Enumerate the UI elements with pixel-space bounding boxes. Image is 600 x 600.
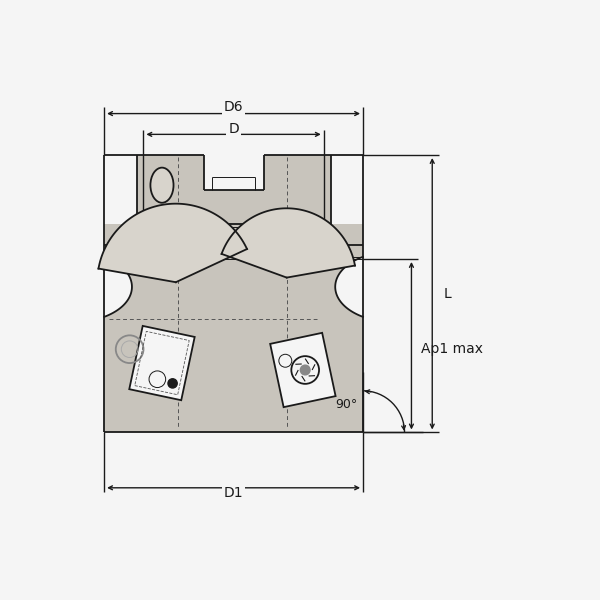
Text: D: D <box>228 122 239 136</box>
Polygon shape <box>104 155 137 224</box>
Polygon shape <box>203 155 263 190</box>
Polygon shape <box>331 155 363 224</box>
Polygon shape <box>221 208 355 278</box>
Bar <box>137 155 331 224</box>
Text: D6: D6 <box>224 100 244 113</box>
Circle shape <box>301 365 310 375</box>
Polygon shape <box>270 333 335 407</box>
Polygon shape <box>335 257 363 317</box>
Polygon shape <box>98 203 247 282</box>
Text: L: L <box>444 287 452 301</box>
Text: 90°: 90° <box>335 398 358 411</box>
Text: Ap1 max: Ap1 max <box>421 342 482 356</box>
Bar <box>104 155 363 433</box>
Polygon shape <box>104 257 132 317</box>
Circle shape <box>168 379 177 388</box>
Polygon shape <box>129 326 194 400</box>
Ellipse shape <box>151 167 173 203</box>
Text: D1: D1 <box>224 487 244 500</box>
